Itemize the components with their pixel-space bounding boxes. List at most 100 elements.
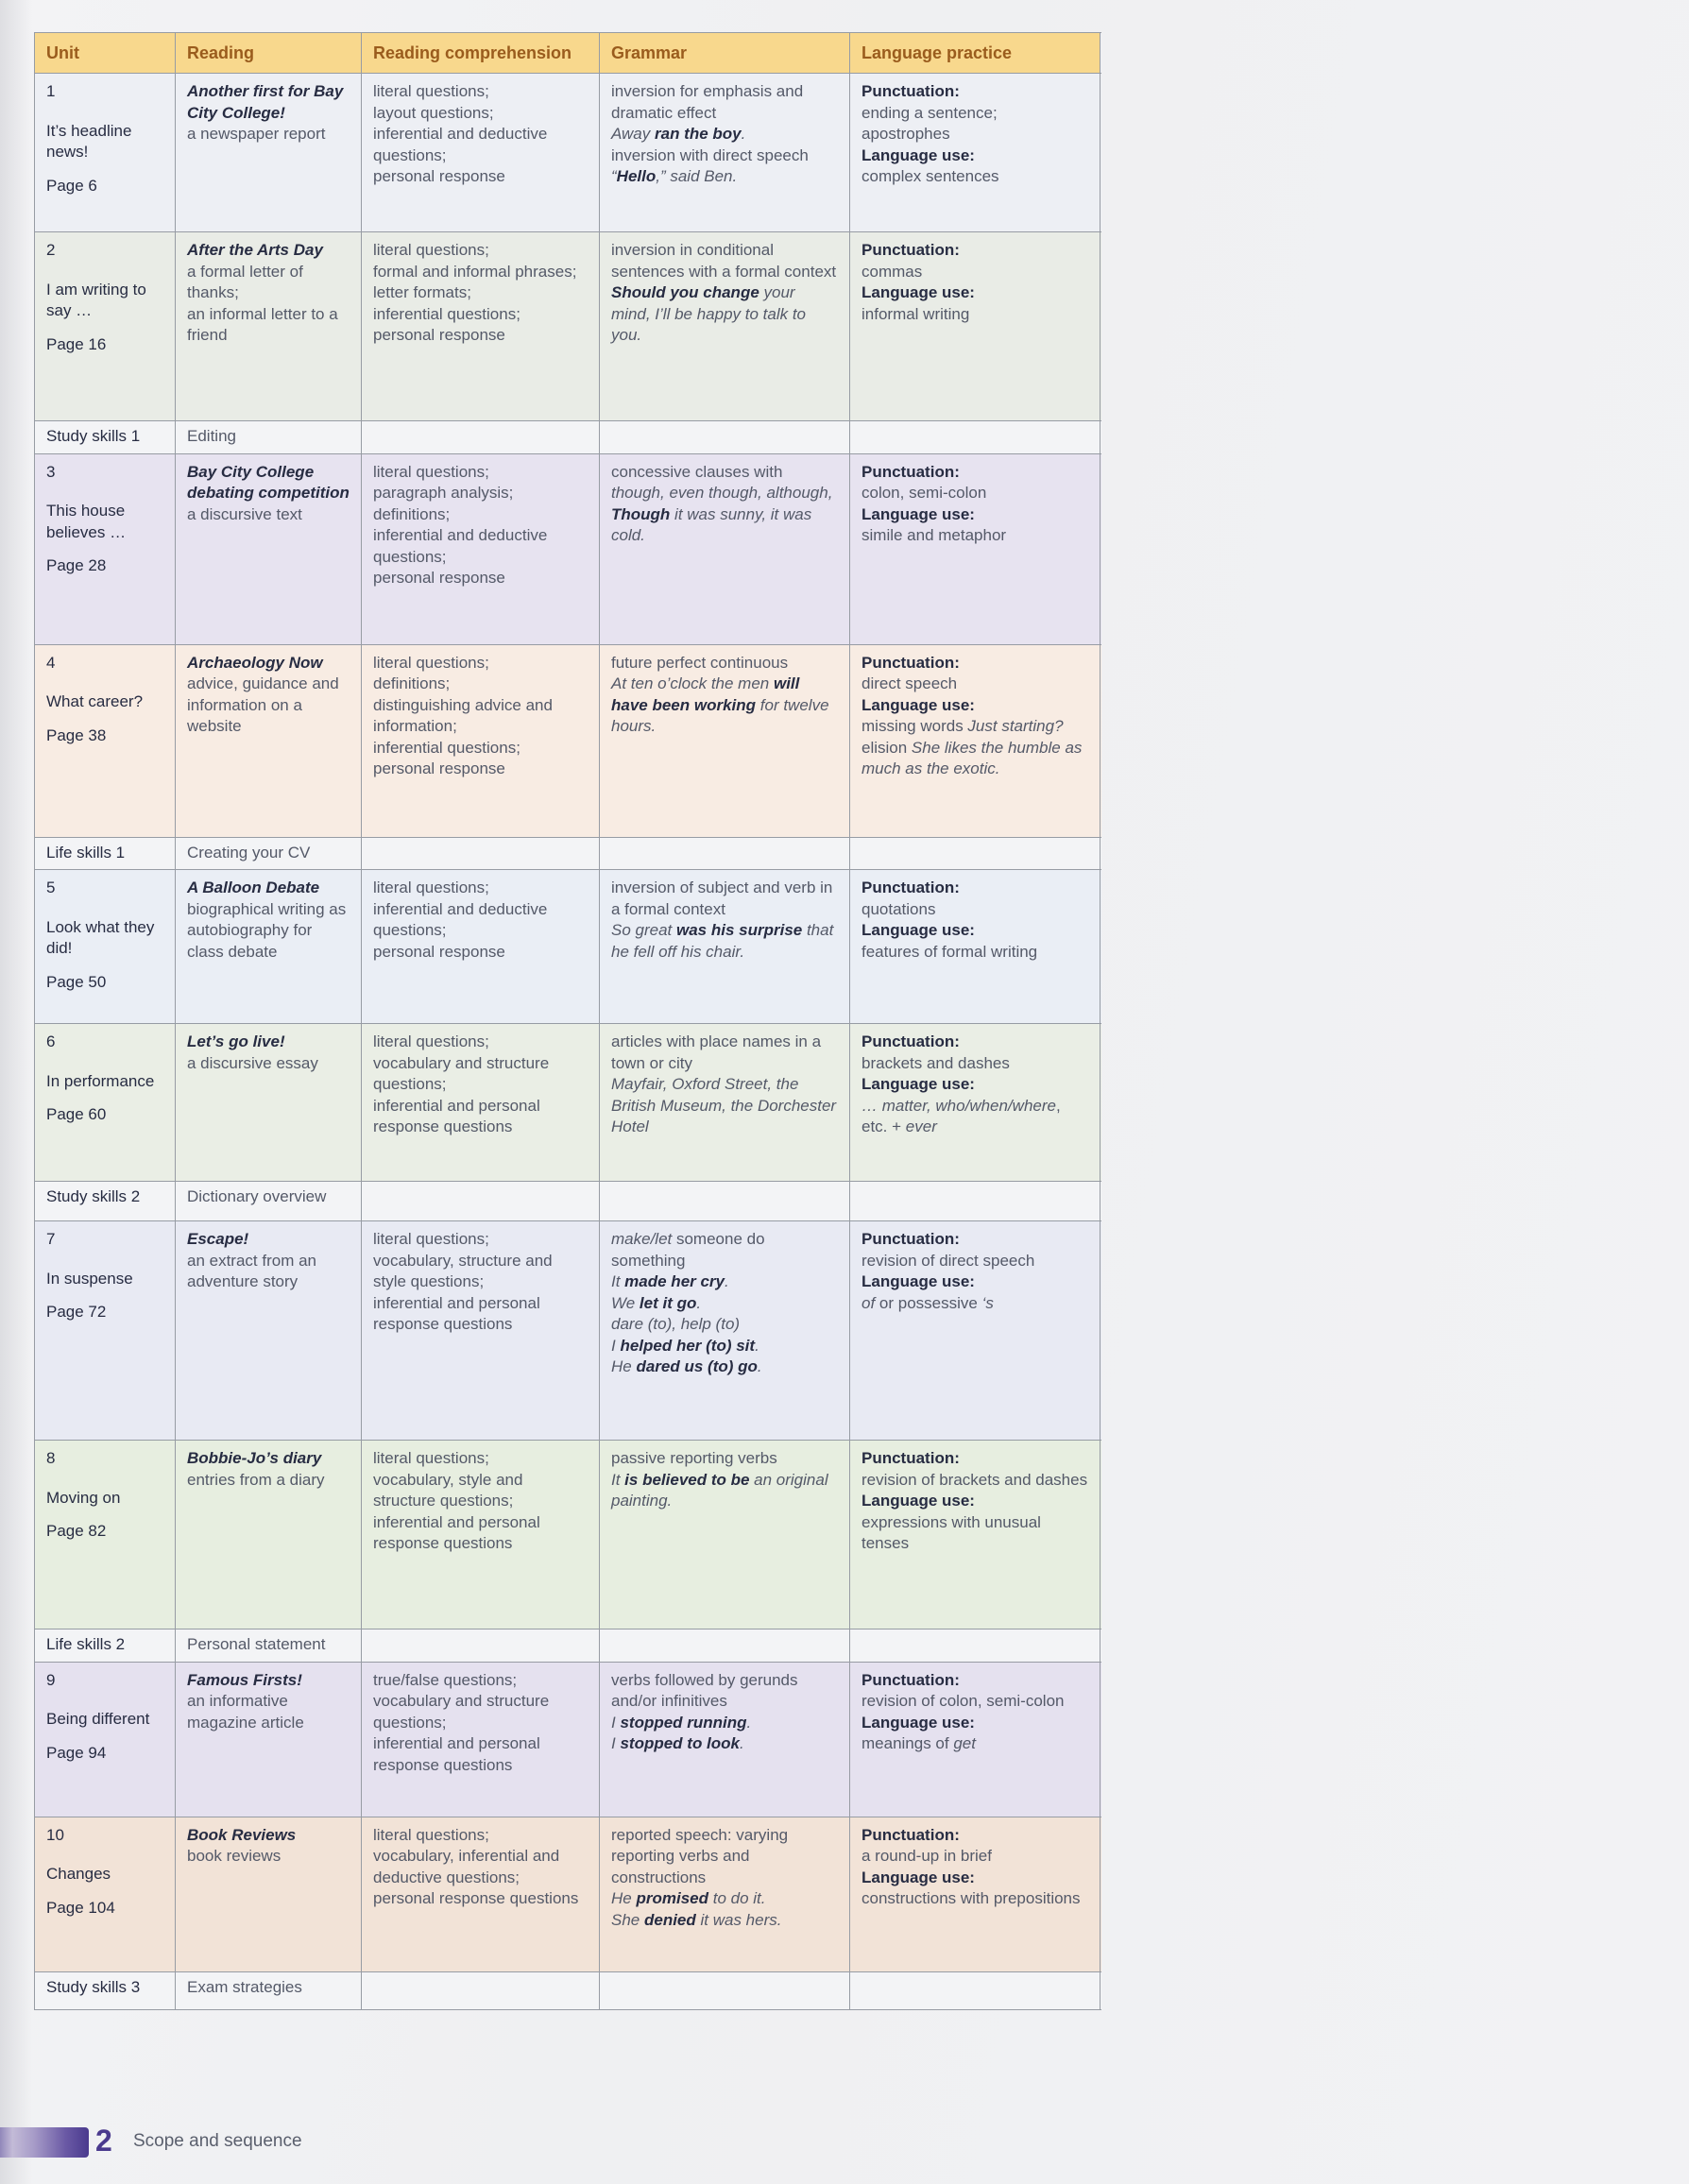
unit-page-ref: Page 94 — [46, 1743, 107, 1762]
text-segment: definitions; — [373, 504, 451, 523]
text-segment: It — [611, 1470, 625, 1489]
text-line: revision of colon, semi-colon — [862, 1691, 1088, 1713]
text-line: I stopped running. — [611, 1713, 838, 1734]
text-segment: … matter, who/when/where — [862, 1096, 1056, 1115]
text-segment: stopped to look — [620, 1734, 740, 1752]
cell-grammar: inversion for emphasis and dramatic effe… — [600, 74, 850, 231]
text-segment: Punctuation: — [862, 241, 960, 259]
text-segment: formal and informal phrases; — [373, 262, 577, 281]
text-segment: advice, guidance and information on a we… — [187, 674, 339, 735]
text-line: literal questions; — [373, 1448, 588, 1470]
cell-unit: 3 This house believes … Page 28 — [35, 453, 176, 644]
text-segment: a newspaper report — [187, 125, 326, 143]
cell-unit: 1 It’s headline news! Page 6 — [35, 74, 176, 231]
skill-row-value: Exam strategies — [176, 1971, 362, 2009]
text-line: Punctuation: — [862, 81, 1088, 103]
empty-cell — [850, 1629, 1100, 1662]
text-line: Punctuation: — [862, 653, 1088, 674]
text-segment: let it go — [639, 1293, 697, 1312]
row-study-skills-2: Study skills 2 Dictionary overview — [35, 1182, 1101, 1221]
text-line: … matter, who/when/where, etc. + ever — [862, 1096, 1088, 1138]
text-line: personal response questions — [373, 1888, 588, 1910]
text-segment: ending a sentence; — [862, 103, 998, 122]
unit-title: Changes — [46, 1865, 111, 1883]
text-segment: Let’s go live! — [187, 1032, 285, 1050]
text-line: true/false questions; — [373, 1670, 588, 1692]
text-segment: vocabulary and structure questions; — [373, 1692, 550, 1732]
text-line: Language use: — [862, 1713, 1088, 1734]
text-segment: Punctuation: — [862, 1032, 960, 1050]
text-line: revision of direct speech — [862, 1251, 1088, 1272]
cell-language-practice: Punctuation: revision of brackets and das… — [850, 1441, 1100, 1629]
text-segment: personal response — [373, 759, 505, 777]
cell-reading-comprehension: literal questions; formal and informal ph… — [362, 232, 600, 420]
text-line: literal questions; — [373, 240, 588, 262]
text-segment: Language use: — [862, 921, 975, 939]
text-segment: inversion for emphasis and dramatic effe… — [611, 82, 804, 122]
text-segment: articles with place names in a town or c… — [611, 1032, 822, 1072]
text-line: verbs followed by gerunds and/or infinit… — [611, 1670, 838, 1713]
text-line: distinguishing advice and information; — [373, 695, 588, 738]
unit-number: 1 — [46, 82, 56, 100]
text-segment: personal response questions — [373, 1889, 579, 1907]
text-segment: ,” said Ben. — [656, 167, 738, 185]
text-line: I stopped to look. — [611, 1733, 838, 1755]
empty-cell — [850, 837, 1100, 869]
text-line: biographical writing as autobiography fo… — [187, 899, 350, 964]
column-header-unit: Unit — [35, 33, 176, 73]
text-segment: it was sunny, it was cold. — [611, 504, 812, 545]
row-unit-8: 8 Moving on Page 82 Bobbie-Jo’s diary entrie… — [35, 1441, 1101, 1629]
text-line: Language use: — [862, 145, 1088, 167]
text-segment: At ten o’clock the men — [611, 674, 774, 692]
text-segment: personal response — [373, 167, 505, 185]
text-segment: ever — [905, 1118, 937, 1135]
text-segment: Punctuation: — [862, 82, 960, 100]
text-line: Punctuation: — [862, 1670, 1088, 1692]
cell-unit: 8 Moving on Page 82 — [35, 1441, 176, 1629]
text-line: A Balloon Debate — [187, 878, 350, 899]
text-line: Let’s go live! — [187, 1032, 350, 1053]
text-segment: After the Arts Day — [187, 241, 323, 259]
empty-cell — [850, 1971, 1100, 2009]
unit-page-ref: Page 6 — [46, 176, 97, 195]
text-segment: She — [611, 1910, 644, 1929]
text-line: inversion of subject and verb in a forma… — [611, 878, 838, 920]
cell-reading-comprehension: literal questions; vocabulary, style and … — [362, 1441, 600, 1629]
text-segment: Punctuation: — [862, 1825, 960, 1844]
text-line: Punctuation: — [862, 1825, 1088, 1847]
footer-section-title: Scope and sequence — [133, 2131, 302, 2151]
skill-row-label: Study skills 3 — [35, 1971, 176, 2009]
text-segment: inferential questions; — [373, 304, 520, 323]
row-unit-3: 3 This house believes … Page 28 Bay City Co… — [35, 453, 1101, 645]
text-line: revision of brackets and dashes — [862, 1470, 1088, 1492]
skill-row-label: Life skills 1 — [35, 837, 176, 869]
text-segment: an informal letter to a friend — [187, 304, 338, 345]
unit-page-ref: Page 82 — [46, 1522, 107, 1540]
text-segment: . — [725, 1272, 729, 1290]
table-body: 1 It’s headline news! Page 6 Another first … — [35, 74, 1101, 2010]
text-segment: literal questions; — [373, 1825, 489, 1844]
text-segment: inferential and personal response questi… — [373, 1096, 540, 1136]
text-segment: revision of direct speech — [862, 1251, 1035, 1270]
text-segment: of — [862, 1293, 876, 1312]
text-segment: Escape! — [187, 1230, 249, 1248]
text-line: inversion in conditional sentences with … — [611, 240, 838, 282]
text-segment: personal response — [373, 326, 505, 344]
row-unit-1: 1 It’s headline news! Page 6 Another first … — [35, 74, 1101, 232]
text-segment: inversion with direct speech — [611, 145, 809, 164]
text-segment: layout questions; — [373, 103, 494, 122]
cell-reading: Escape! an extract from an adventure stor… — [176, 1221, 362, 1440]
unit-number: 5 — [46, 879, 56, 896]
row-unit-7: 7 In suspense Page 72 Escape! an extract fro… — [35, 1221, 1101, 1441]
text-segment: literal questions; — [373, 1449, 489, 1467]
unit-title: Moving on — [46, 1488, 121, 1507]
text-line: At ten o’clock the men will have been wo… — [611, 674, 838, 738]
empty-cell — [362, 1629, 600, 1662]
cell-reading-comprehension: literal questions; vocabulary and structu… — [362, 1024, 600, 1181]
footer-gradient-bar — [0, 2127, 89, 2158]
text-line: a formal letter of thanks; — [187, 262, 350, 304]
text-segment: reported speech: varying reporting verbs… — [611, 1825, 789, 1886]
text-line: a discursive essay — [187, 1053, 350, 1075]
text-segment: inferential and deductive questions; — [373, 526, 548, 566]
text-segment: complex sentences — [862, 167, 999, 185]
